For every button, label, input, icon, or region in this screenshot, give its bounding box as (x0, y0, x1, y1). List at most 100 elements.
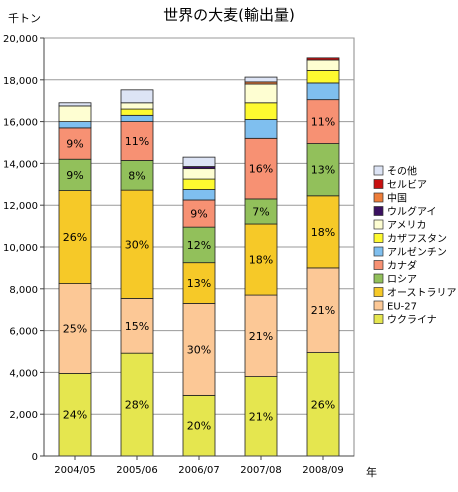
data-label: 9% (190, 208, 207, 221)
bar-segment (58, 102, 92, 107)
data-label: 12% (187, 239, 211, 252)
data-label: 13% (311, 164, 335, 177)
data-label: 9% (66, 169, 83, 182)
bars: 24% 25% 26% 9% 9% 28% 15% 30% 8% 11% 20% 30% 13% 12% 9… (58, 57, 340, 457)
bar-segment (244, 137, 278, 200)
data-label: 21% (249, 330, 273, 343)
bar-segment (182, 189, 216, 201)
data-label: 16% (249, 163, 273, 176)
legend-swatch (373, 300, 384, 311)
data-label: 21% (249, 410, 273, 423)
chart-title: 世界の大麦(輸出量) (163, 6, 295, 24)
bar-segment (306, 82, 340, 101)
y-tick-label: 6,000 (9, 327, 38, 338)
x-tick-label: 2004/05 (54, 465, 96, 476)
x-tick-label: 2007/08 (240, 465, 282, 476)
bar-segment (58, 105, 92, 123)
bar-segment (244, 294, 278, 377)
data-label: 20% (187, 420, 211, 433)
data-label: 8% (128, 169, 145, 182)
bar-segment (120, 298, 154, 354)
data-label: 11% (125, 135, 149, 148)
legend-swatch (373, 165, 384, 176)
y-tick-label: 16,000 (3, 118, 38, 129)
bar-segment (120, 89, 154, 104)
bar-segment (306, 352, 340, 457)
bar-segment (244, 119, 278, 139)
x-axis-unit: 年 (366, 465, 377, 479)
x-tick-label: 2006/07 (178, 465, 220, 476)
bar-segment (306, 267, 340, 353)
data-label: 25% (63, 323, 87, 336)
bar-segment (120, 108, 154, 116)
legend-label: カザフスタン (387, 233, 447, 245)
data-label: 21% (311, 304, 335, 317)
legend-swatch (373, 206, 384, 216)
data-label: 30% (125, 238, 149, 251)
bar-segment (120, 102, 154, 110)
legend-label: セルビア (387, 179, 427, 191)
bar-segment (306, 57, 340, 61)
bar-segment (58, 127, 92, 160)
y-tick-label: 0 (32, 452, 38, 463)
legend-label: アメリカ (387, 220, 427, 232)
data-label: 13% (187, 277, 211, 290)
bar-segment (244, 376, 278, 457)
bar-segment (182, 168, 216, 180)
legend-label: ウルグアイ (387, 205, 437, 218)
bar-segment (182, 226, 216, 264)
bar-segment (244, 102, 278, 120)
data-label: 24% (63, 409, 87, 422)
bar-segment (244, 83, 278, 104)
legend-label: ロシア (387, 275, 417, 286)
bar-segment (182, 178, 216, 190)
legend-swatch (373, 179, 384, 189)
data-label: 9% (66, 138, 83, 151)
legend-swatch (373, 219, 384, 230)
bar-segment (182, 199, 216, 228)
bar-segment (58, 373, 92, 457)
bar-segment (306, 195, 340, 269)
y-tick-label: 12,000 (3, 201, 38, 212)
legend-swatch (373, 314, 384, 324)
legend-label: カナダ (387, 259, 417, 272)
y-tick-label: 4,000 (9, 368, 38, 379)
legend-swatch (373, 192, 384, 203)
data-label: 18% (249, 254, 273, 267)
y-tick-label: 8,000 (9, 285, 38, 296)
y-tick-label: 20,000 (3, 34, 38, 45)
legend-label: EU-27 (387, 302, 417, 313)
legend-swatch (373, 233, 384, 243)
bar-segment (182, 303, 216, 396)
bar-segment (58, 190, 92, 284)
legend-label: オーストラリア (387, 287, 457, 299)
legend-label: 中国 (387, 192, 407, 205)
x-tick-label: 2005/06 (116, 465, 158, 476)
bar-segment (120, 352, 154, 457)
bar-segment (306, 99, 340, 144)
bar-segment (244, 223, 278, 296)
legend-swatch (373, 260, 384, 270)
bar-segment (244, 198, 278, 225)
bar-segment (182, 156, 216, 167)
data-label: 26% (63, 231, 87, 244)
legend-swatch (373, 273, 384, 284)
bar-segment (58, 158, 92, 191)
data-label: 26% (311, 398, 335, 411)
bar-segment (58, 121, 92, 129)
data-label: 28% (125, 399, 149, 412)
bar-segment (306, 69, 340, 84)
legend-swatch (373, 287, 384, 297)
y-tick-label: 10,000 (3, 243, 38, 254)
legend-label: ウクライナ (387, 314, 437, 326)
data-label: 18% (311, 226, 335, 239)
y-axis-unit: 千トン (8, 12, 41, 25)
bar-segment (244, 76, 278, 83)
x-tick-label: 2008/09 (302, 465, 344, 476)
data-label: 15% (125, 320, 149, 333)
data-label: 11% (311, 116, 335, 129)
y-tick-label: 14,000 (3, 159, 38, 170)
legend-label: アルゼンチン (387, 247, 447, 259)
data-label: 30% (187, 343, 211, 356)
